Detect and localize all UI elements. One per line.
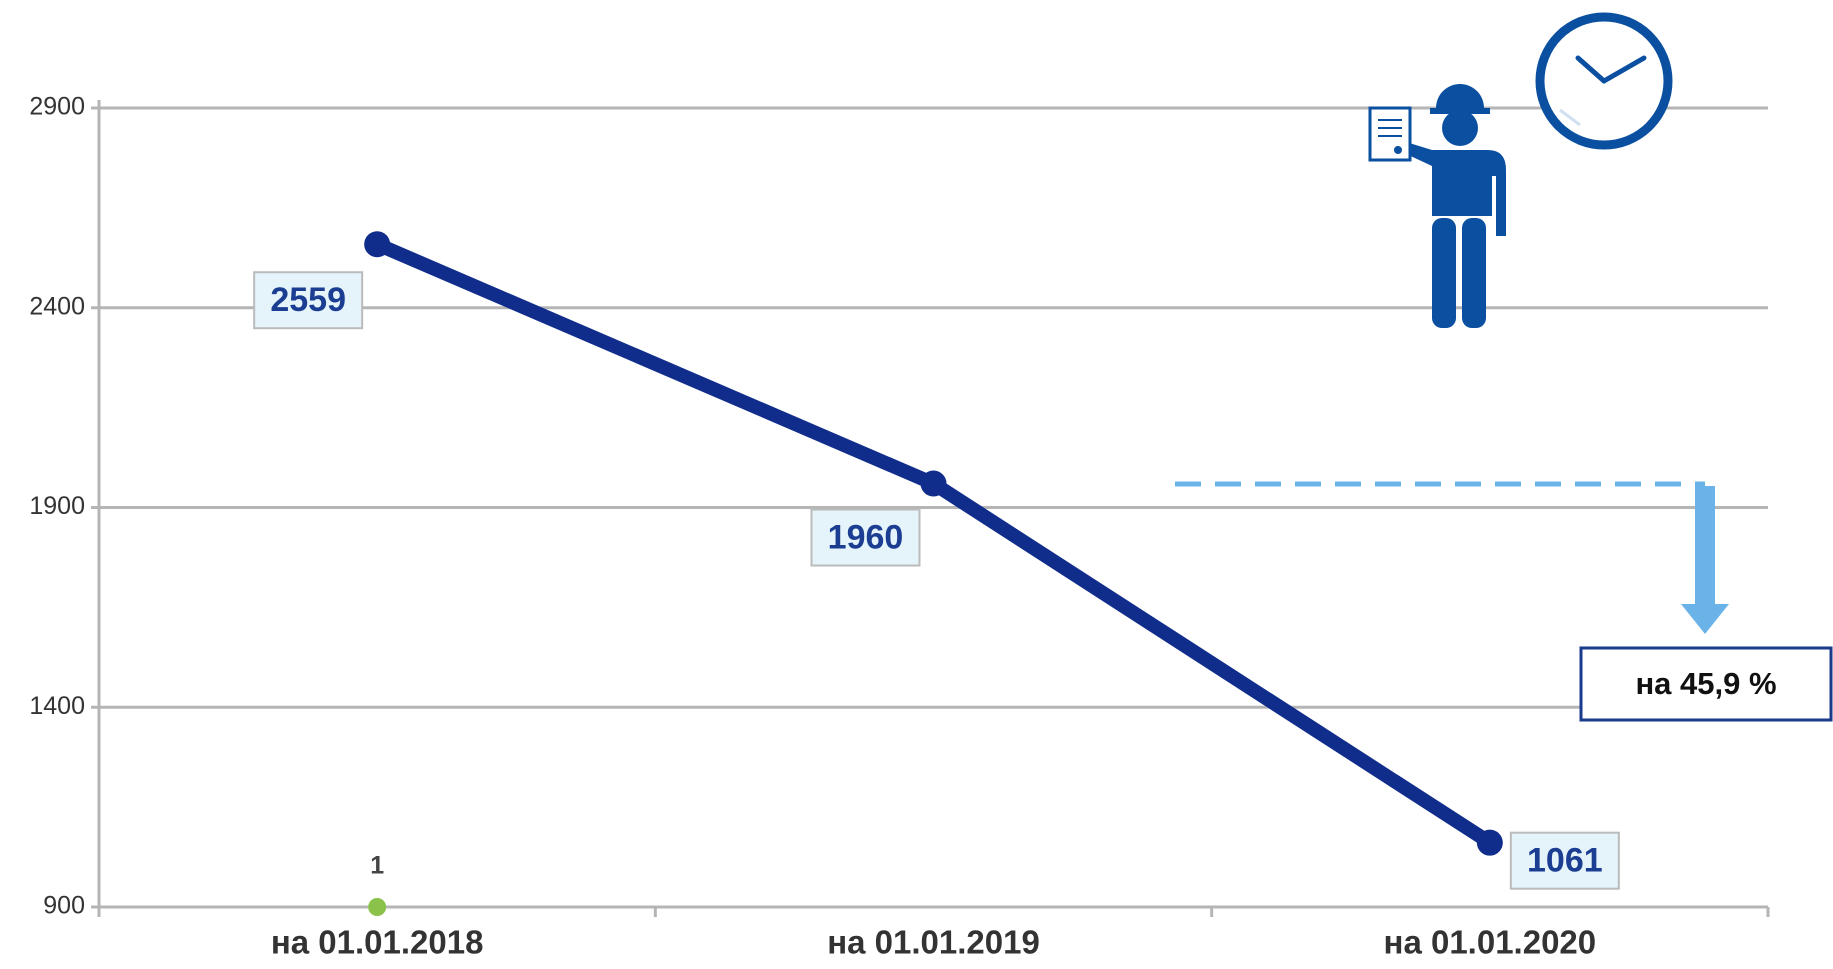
y-tick-label: 2900 bbox=[29, 93, 85, 121]
plot: 900 1400 1900 2400 2900 на 01.01.2018 на 01.01… bbox=[29, 93, 1768, 961]
worker-icon bbox=[1370, 84, 1506, 328]
annotation-point bbox=[368, 898, 386, 916]
line bbox=[377, 244, 1490, 842]
point bbox=[1477, 830, 1503, 856]
point bbox=[364, 231, 390, 257]
y-tick-label: 1900 bbox=[29, 492, 85, 520]
value-label: 1061 bbox=[1527, 842, 1603, 880]
x-tick-label: на 01.01.2019 bbox=[827, 924, 1040, 961]
y-tick-label: 900 bbox=[43, 892, 85, 920]
value-label: 1960 bbox=[828, 519, 904, 557]
y-tick-label: 1400 bbox=[29, 692, 85, 720]
page: 900 1400 1900 2400 2900 на 01.01.2018 на 01.01… bbox=[0, 0, 1833, 964]
annotation: 1 bbox=[370, 852, 384, 880]
clock-icon bbox=[1540, 17, 1668, 145]
x-tick-label: на 01.01.2020 bbox=[1384, 924, 1597, 961]
x-tick-label: на 01.01.2018 bbox=[271, 924, 484, 961]
annotation: на 45,9 % bbox=[1635, 666, 1776, 701]
value-label: 2559 bbox=[270, 281, 346, 319]
y-tick-label: 2400 bbox=[29, 292, 85, 320]
chart: 900 1400 1900 2400 2900 на 01.01.2018 на 01.01… bbox=[0, 0, 1833, 964]
point bbox=[921, 471, 947, 497]
